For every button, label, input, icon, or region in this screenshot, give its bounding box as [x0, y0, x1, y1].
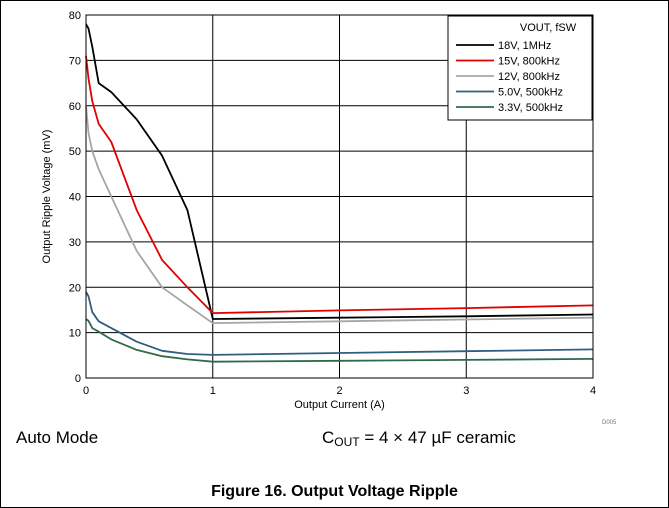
series-line — [85, 23, 594, 320]
legend-box — [447, 15, 593, 121]
legend-label: 3.3V, 500kHz — [498, 102, 563, 114]
legend-label: 5.0V, 500kHz — [498, 87, 563, 99]
figure-id: D005 — [602, 420, 617, 425]
ripple-chart: 0 10 20 30 40 50 60 70 80 0 1 2 3 4 Output Current (A… — [41, 10, 617, 425]
cout-subscript: OUT — [334, 435, 360, 449]
figure-caption: Figure 16. Output Voltage Ripple — [211, 483, 458, 500]
y-tick-label: 50 — [69, 146, 81, 158]
legend-label: 12V, 800kHz — [498, 71, 560, 83]
mode-label: Auto Mode — [16, 428, 99, 447]
x-tick-label: 1 — [210, 385, 216, 397]
y-tick-label: 10 — [69, 328, 81, 340]
cout-condition: COUT = 4 × 47 µF ceramic — [322, 428, 516, 449]
y-tick-label: 20 — [69, 282, 81, 294]
y-tick-label: 0 — [75, 373, 81, 385]
x-tick-label: 4 — [590, 385, 596, 397]
series-lines — [85, 23, 594, 363]
series-line — [85, 55, 594, 315]
y-axis-label: Output Ripple Voltage (mV) — [41, 130, 53, 264]
series-line — [85, 105, 594, 325]
legend-label: 15V, 800kHz — [498, 56, 560, 68]
legend-title: VOUT, fSW — [520, 22, 577, 34]
y-tick-label: 60 — [69, 101, 81, 113]
y-tick-label: 80 — [69, 10, 81, 22]
legend-label: 18V, 1MHz — [498, 40, 551, 52]
x-tick-label: 3 — [463, 385, 469, 397]
cout-prefix: C — [322, 428, 335, 447]
series-line — [85, 291, 594, 356]
x-tick-label: 2 — [336, 385, 342, 397]
series-line — [85, 318, 594, 363]
plot-border — [85, 14, 594, 379]
cout-value: = 4 × 47 µF ceramic — [359, 428, 516, 447]
tick-labels: 0 10 20 30 40 50 60 70 80 0 1 2 3 4 — [69, 10, 596, 397]
y-tick-label: 40 — [69, 192, 81, 204]
legend: VOUT, fSW 18V, 1MHz 15V, 800kHz 12V, 800kHz… — [447, 15, 593, 121]
y-tick-label: 30 — [69, 237, 81, 249]
x-tick-label: 0 — [83, 385, 89, 397]
y-tick-label: 70 — [69, 55, 81, 67]
x-axis-label: Output Current (A) — [294, 399, 384, 411]
